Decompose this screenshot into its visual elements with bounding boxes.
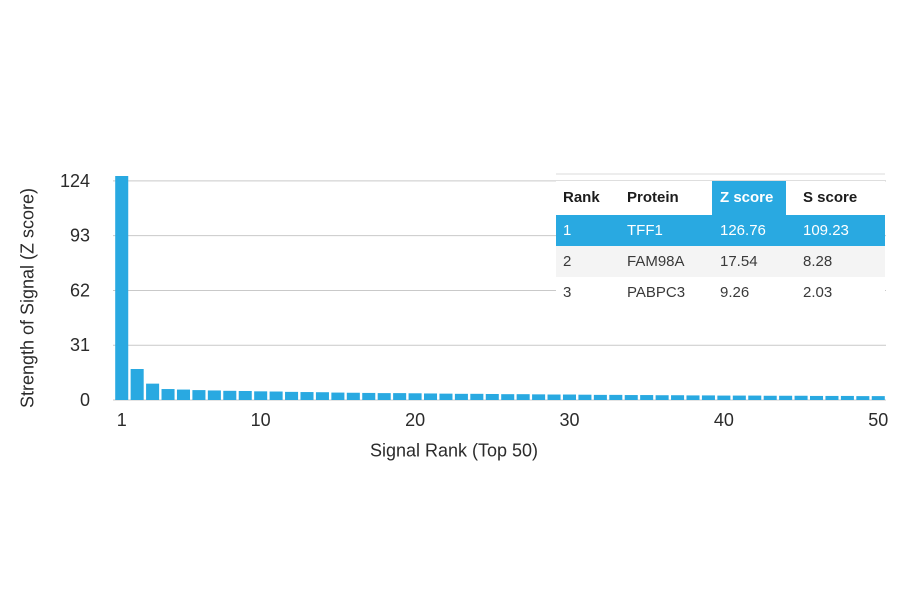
x-tick-label-30: 30 (559, 410, 579, 430)
sscore-cell: 8.28 (803, 253, 833, 270)
bar-rank-13 (300, 392, 314, 400)
bar-rank-1 (115, 176, 129, 400)
bar-rank-39 (701, 395, 715, 400)
table-header-rank: Rank (563, 189, 600, 206)
bar-rank-22 (439, 393, 453, 400)
x-tick-label-40: 40 (714, 410, 734, 430)
bar-rank-14 (315, 392, 329, 400)
x-tick-label-50: 50 (868, 410, 888, 430)
score-table: Rank Protein Z score S score 1 TFF1 126.… (556, 173, 885, 308)
bar-rank-35 (640, 395, 654, 400)
bar-rank-11 (269, 391, 283, 400)
table-header-zscore-highlight: Z score (712, 181, 786, 215)
bar-rank-23 (454, 393, 468, 400)
bar-rank-50 (871, 396, 885, 400)
bar-rank-43 (763, 395, 777, 400)
bar-rank-2 (130, 369, 144, 400)
bar-rank-12 (285, 391, 299, 400)
table-header-sscore: S score (803, 189, 858, 206)
bar-rank-36 (655, 395, 669, 400)
x-axis-title: Signal Rank (Top 50) (369, 440, 539, 461)
bar-rank-29 (547, 394, 561, 400)
bar-rank-34 (624, 395, 638, 400)
table-header-row: Rank Protein Z score S score (556, 181, 885, 215)
bar-rank-21 (424, 393, 438, 400)
protein-cell: FAM98A (627, 253, 685, 270)
bar-rank-38 (686, 395, 700, 400)
bar-rank-46 (810, 395, 824, 400)
bar-rank-15 (331, 392, 345, 400)
bar-rank-17 (362, 392, 376, 400)
bar-rank-41 (732, 395, 746, 400)
zscore-cell: 17.54 (720, 253, 758, 270)
protein-cell: TFF1 (627, 222, 663, 239)
rank-cell: 3 (563, 284, 572, 301)
bar-rank-37 (671, 395, 685, 400)
bar-rank-7 (207, 390, 221, 400)
zscore-cell: 9.26 (720, 284, 750, 301)
bar-rank-9 (238, 390, 252, 400)
bar-rank-48 (840, 395, 854, 400)
y-tick-label-93: 93 (70, 226, 90, 246)
bar-rank-42 (748, 395, 762, 400)
protein-cell: PABPC3 (627, 284, 686, 301)
bar-rank-19 (393, 393, 407, 400)
rank-cell: 2 (563, 253, 572, 270)
x-tick-label-10: 10 (251, 410, 271, 430)
bar-rank-20 (408, 393, 422, 400)
table-row-pabpc3: 3 PABPC3 9.26 2.03 (556, 277, 885, 308)
bar-rank-28 (532, 394, 546, 400)
table-header-zscore: Z score (720, 189, 774, 206)
bar-rank-27 (516, 394, 530, 400)
rank-cell: 1 (563, 222, 572, 239)
bar-rank-40 (717, 395, 731, 400)
bar-rank-6 (192, 390, 206, 400)
x-tick-label-20: 20 (405, 410, 425, 430)
bar-rank-32 (593, 394, 607, 400)
bar-rank-8 (223, 390, 237, 400)
sscore-cell: 109.23 (803, 222, 849, 239)
bar-rank-5 (176, 389, 190, 400)
x-tick-label-1: 1 (117, 410, 127, 430)
bar-rank-47 (825, 395, 839, 400)
bar-rank-33 (609, 394, 623, 400)
y-tick-label-124: 124 (60, 171, 90, 191)
bar-rank-10 (254, 391, 268, 400)
y-tick-label-62: 62 (70, 280, 90, 300)
bar-rank-18 (377, 393, 391, 400)
bar-rank-44 (779, 395, 793, 400)
table-top-border (556, 173, 885, 175)
bar-rank-25 (485, 393, 499, 400)
bar-rank-24 (470, 393, 484, 400)
y-tick-label-31: 31 (70, 335, 90, 355)
bar-rank-16 (346, 392, 360, 400)
table-row-fam98a: 2 FAM98A 17.54 8.28 (556, 246, 885, 277)
bar-rank-45 (794, 395, 808, 400)
bar-rank-4 (161, 389, 175, 400)
bar-rank-30 (562, 394, 576, 400)
bar-rank-49 (856, 396, 870, 400)
sscore-cell: 2.03 (803, 284, 833, 301)
bar-rank-3 (146, 383, 160, 400)
y-tick-label-0: 0 (80, 390, 90, 410)
bar-rank-31 (578, 394, 592, 400)
bar-rank-26 (501, 394, 515, 400)
table-row-tff1: 1 TFF1 126.76 109.23 (556, 215, 885, 246)
zscore-cell: 126.76 (720, 222, 766, 239)
table-header-protein: Protein (627, 189, 679, 206)
